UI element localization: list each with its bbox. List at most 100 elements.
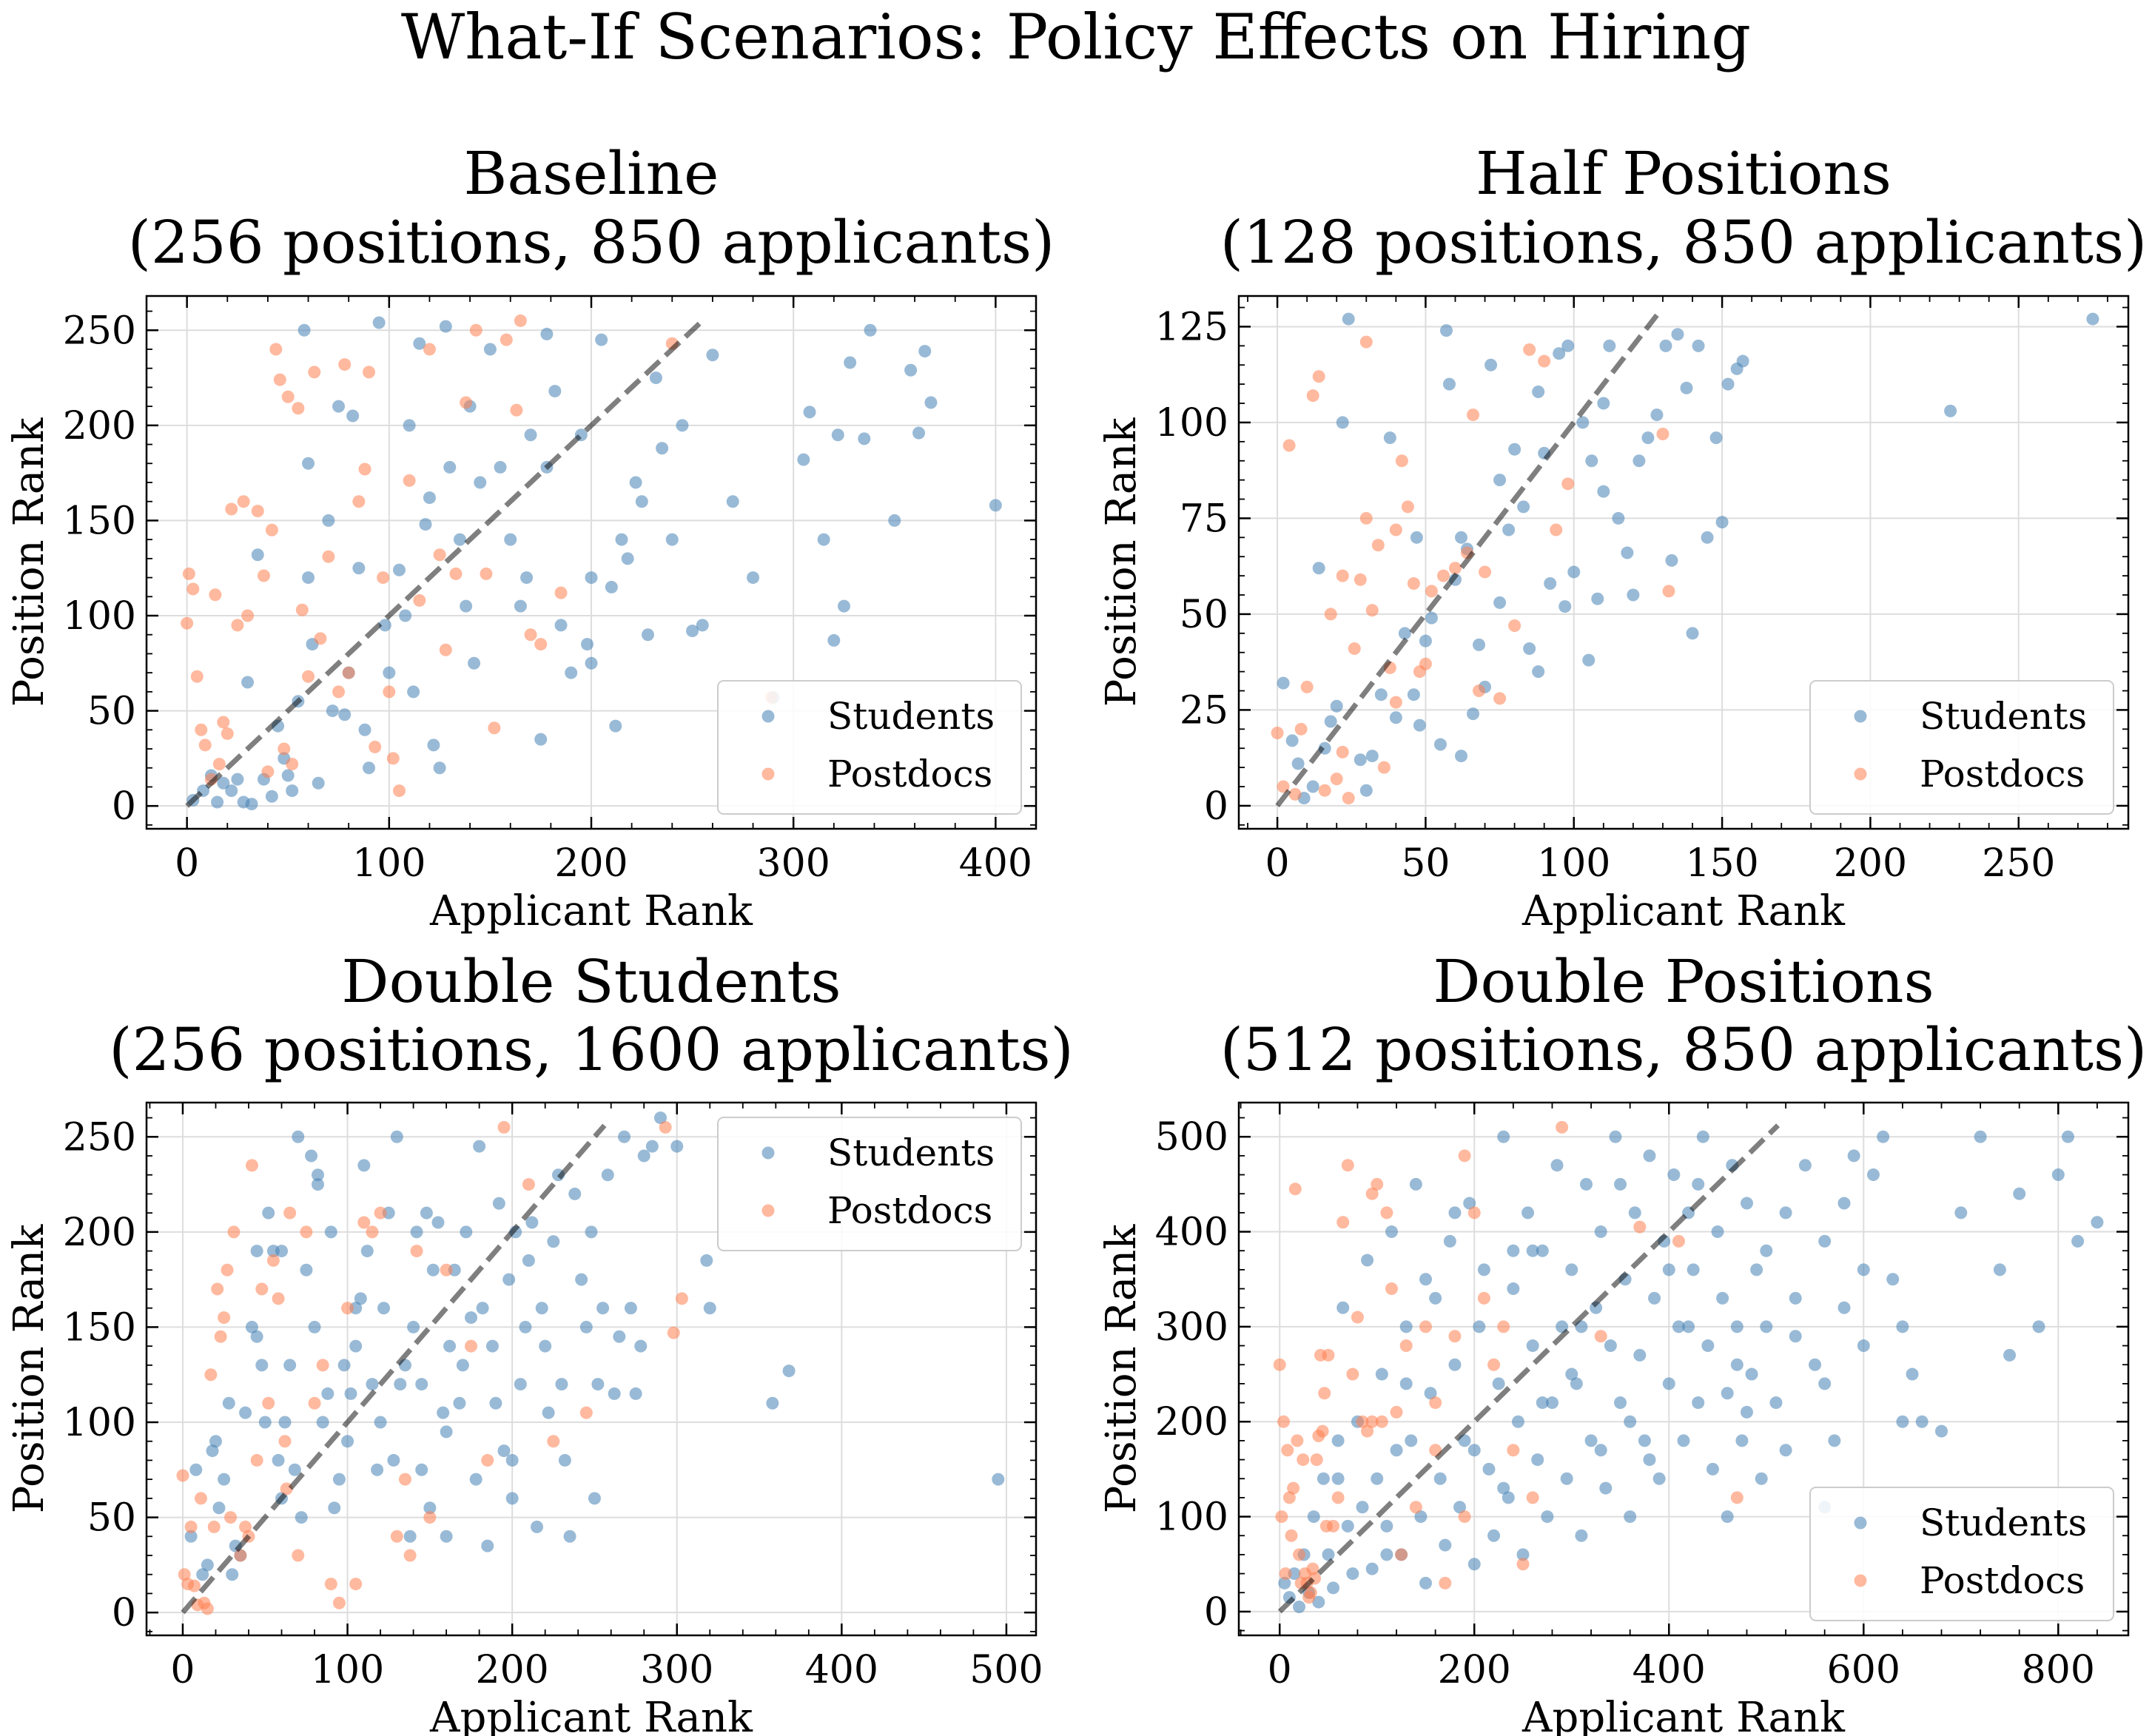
x-tick-label: 100: [1537, 841, 1610, 886]
data-point-students: [1696, 1130, 1709, 1143]
data-point-postdocs: [1348, 642, 1361, 656]
data-point-students: [1735, 1434, 1749, 1447]
x-tick-label: 100: [352, 841, 426, 886]
data-point-students: [1410, 531, 1423, 544]
data-point-students: [635, 495, 648, 508]
data-point-students: [311, 1168, 324, 1182]
data-point-postdocs: [186, 582, 200, 596]
data-point-students: [1307, 1510, 1320, 1524]
y-tick-label: 125: [1155, 305, 1228, 349]
data-point-students: [1467, 1444, 1481, 1457]
series-postdocs: [181, 314, 778, 798]
data-point-students: [558, 1453, 571, 1467]
data-point-students: [283, 1359, 297, 1372]
x-axis-label: Applicant Rank: [1521, 887, 1846, 935]
data-point-students: [554, 619, 568, 632]
data-point-postdocs: [423, 1511, 437, 1524]
data-point-students: [1565, 1263, 1578, 1276]
data-point-postdocs: [224, 1511, 238, 1524]
data-point-students: [322, 514, 335, 527]
data-point-students: [534, 733, 548, 746]
data-point-students: [1365, 1562, 1379, 1575]
data-point-students: [1736, 354, 1749, 368]
data-point-postdocs: [1273, 1358, 1286, 1371]
data-point-postdocs: [377, 571, 390, 585]
data-point-students: [579, 1320, 593, 1333]
data-point-students: [1659, 339, 1672, 352]
data-point-postdocs: [1550, 523, 1563, 536]
data-point-postdocs: [1322, 1348, 1335, 1362]
data-point-students: [431, 1216, 445, 1229]
data-point-students: [241, 676, 255, 689]
data-point-postdocs: [1277, 780, 1290, 793]
data-point-students: [624, 1302, 637, 1315]
data-point-students: [1935, 1424, 1948, 1438]
x-tick-label: 800: [2022, 1648, 2095, 1692]
data-point-students: [1511, 1415, 1524, 1428]
y-tick-label: 400: [1155, 1211, 1228, 1255]
data-point-students: [641, 628, 654, 642]
data-point-students: [272, 1453, 285, 1467]
data-point-students: [328, 1501, 341, 1515]
data-point-students: [686, 625, 699, 638]
data-point-students: [1493, 474, 1507, 487]
data-point-postdocs: [1318, 1387, 1331, 1400]
data-point-postdocs: [1330, 773, 1343, 786]
data-point-students: [1365, 750, 1379, 763]
data-point-students: [358, 723, 371, 736]
data-point-students: [437, 1406, 450, 1419]
data-point-students: [403, 419, 416, 432]
data-point-students: [1399, 1320, 1413, 1333]
series-postdocs: [176, 1120, 688, 1615]
data-point-students: [262, 1206, 275, 1219]
data-point-students: [1954, 1206, 1968, 1219]
data-point-postdocs: [1288, 1182, 1302, 1196]
data-point-postdocs: [1662, 585, 1675, 598]
data-point-postdocs: [497, 1120, 511, 1134]
data-point-students: [918, 345, 932, 358]
data-point-postdocs: [1371, 1177, 1384, 1191]
data-point-postdocs: [332, 685, 346, 699]
data-point-students: [1769, 1396, 1783, 1410]
data-point-students: [189, 1463, 203, 1476]
data-point-students: [1327, 1581, 1340, 1595]
data-point-students: [1526, 1339, 1539, 1353]
data-point-postdocs: [300, 1225, 313, 1239]
data-point-students: [585, 1225, 598, 1239]
data-point-students: [588, 1492, 601, 1505]
data-point-postdocs: [342, 666, 355, 679]
data-point-postdocs: [514, 314, 527, 327]
data-point-postdocs: [324, 1578, 337, 1591]
data-point-postdocs: [1341, 1159, 1354, 1172]
data-point-students: [596, 1302, 610, 1315]
data-point-students: [427, 739, 440, 752]
reference-diagonal-line: [181, 1123, 607, 1615]
data-point-postdocs: [1516, 1558, 1530, 1571]
data-point-postdocs: [1401, 500, 1414, 514]
data-point-postdocs: [1277, 1415, 1290, 1428]
data-point-students: [332, 1473, 346, 1486]
data-point-students: [1755, 1472, 1768, 1485]
data-point-students: [1604, 1339, 1617, 1353]
data-point-postdocs: [358, 462, 371, 476]
data-point-postdocs: [1523, 343, 1536, 357]
data-point-students: [1288, 1567, 1301, 1581]
data-point-postdocs: [1297, 1453, 1310, 1467]
data-point-students: [1692, 339, 1705, 352]
data-point-students: [621, 552, 634, 565]
data-point-students: [231, 773, 244, 786]
data-point-postdocs: [255, 1282, 269, 1296]
data-point-postdocs: [188, 1579, 201, 1592]
data-point-postdocs: [332, 1596, 346, 1609]
data-point-postdocs: [1508, 619, 1521, 632]
data-point-postdocs: [214, 1330, 227, 1343]
data-point-students: [1532, 385, 1545, 398]
data-point-students: [1857, 1339, 1870, 1353]
data-point-postdocs: [1399, 1339, 1413, 1353]
data-point-students: [226, 1568, 239, 1581]
legend-marker-students: [761, 1146, 775, 1160]
data-point-students: [989, 499, 1002, 512]
data-point-postdocs: [286, 758, 299, 771]
data-point-postdocs: [547, 1435, 560, 1448]
data-point-students: [494, 460, 507, 474]
